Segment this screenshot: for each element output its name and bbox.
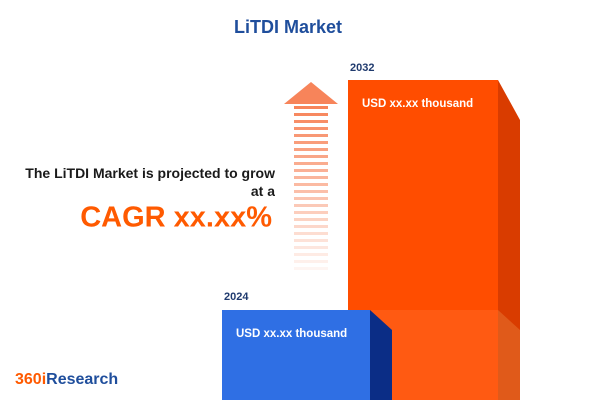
growth-arrow	[284, 82, 338, 270]
bar-label: USD xx.xx thousand	[236, 328, 347, 340]
arrow-stripe	[294, 127, 328, 130]
arrow-stripe	[294, 141, 328, 144]
arrow-stripe	[294, 106, 328, 109]
logo-prefix: 360i	[15, 371, 46, 388]
bar-year: 2024	[224, 291, 249, 303]
bar-side	[370, 310, 392, 400]
arrow-stripe	[294, 204, 328, 207]
arrow-stripe	[294, 253, 328, 256]
bar-2024	[222, 310, 370, 400]
arrow-stripe	[294, 162, 328, 165]
summary-text: The LiTDI Market is projected to grow at…	[25, 165, 275, 199]
arrow-stripe	[294, 246, 328, 249]
bar-year: 2032	[350, 62, 374, 74]
arrow-stripe	[294, 239, 328, 242]
arrow-stripe	[294, 260, 328, 263]
arrow-stripe	[294, 267, 328, 270]
arrow-stripe	[294, 134, 328, 137]
arrow-stripe	[294, 120, 328, 123]
summary-box: The LiTDI Market is projected to grow at…	[25, 165, 275, 199]
cagr: CAGR xx.xx%	[80, 202, 272, 234]
arrow-stripe	[294, 211, 328, 214]
arrow-head	[284, 82, 338, 104]
arrow-stripe	[294, 190, 328, 193]
arrow-stripe	[294, 148, 328, 151]
arrow-stripe	[294, 225, 328, 228]
bar-side-base	[498, 310, 520, 400]
arrow-stripe	[294, 169, 328, 172]
logo: 360iResearch	[15, 371, 118, 388]
title: LiTDI Market	[234, 17, 342, 37]
arrow-stripe	[294, 197, 328, 200]
arrow-stripe	[294, 176, 328, 179]
arrow-stripe	[294, 183, 328, 186]
arrow-stripe	[294, 113, 328, 116]
bar-label: USD xx.xx thousand	[362, 98, 473, 110]
arrow-stripe	[294, 218, 328, 221]
arrow-stripe	[294, 232, 328, 235]
arrow-stripe	[294, 155, 328, 158]
logo-suffix: Research	[46, 371, 118, 388]
